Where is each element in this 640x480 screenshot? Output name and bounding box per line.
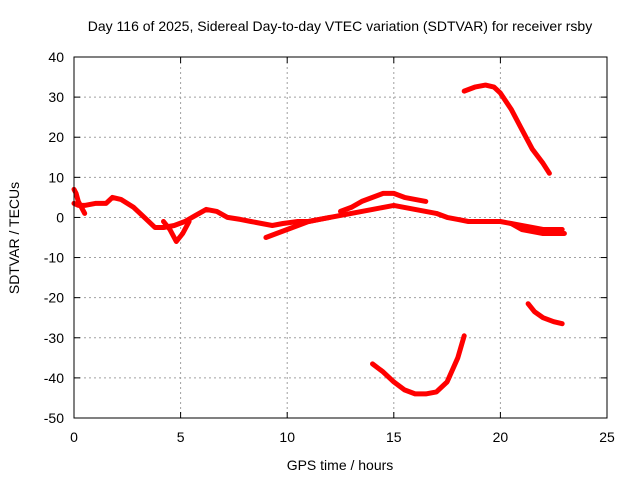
x-tick-label: 25: [599, 429, 615, 445]
y-tick-label: -40: [44, 370, 64, 386]
axis-ticks: [73, 56, 608, 419]
x-tick-label: 5: [177, 429, 185, 445]
y-tick-label: 30: [48, 89, 64, 105]
y-tick-labels: 40 30 20 10 0 -10 -20 -30 -40 -50: [44, 49, 64, 426]
series-descending-high-arc: [461, 82, 552, 176]
y-tick-label: -50: [44, 410, 64, 426]
series-upper-arc-12-5-16-5h: [338, 190, 429, 214]
series-lower-envelope-20-5-23h: [508, 221, 567, 236]
chart-title: Day 116 of 2025, Sidereal Day-to-day VTE…: [88, 18, 592, 34]
series-low-trough: [370, 333, 467, 397]
series-lower-track-9-12h: [263, 214, 333, 240]
x-tick-label: 0: [70, 429, 78, 445]
y-tick-label: 20: [48, 129, 64, 145]
y-tick-label: 10: [48, 169, 64, 185]
y-axis-label: SDTVAR / TECUs: [6, 182, 22, 294]
x-axis-label: GPS time / hours: [287, 457, 394, 473]
series-start-spike: [71, 186, 88, 216]
y-tick-label: -20: [44, 290, 64, 306]
y-tick-label: 0: [56, 209, 64, 225]
plot-frame: [73, 56, 608, 419]
series-dip-near-5h: [161, 219, 192, 244]
x-tick-label: 15: [386, 429, 402, 445]
x-tick-labels: 0 5 10 15 20 25: [70, 429, 615, 445]
x-tick-label: 20: [493, 429, 509, 445]
y-tick-label: -10: [44, 250, 64, 266]
x-tick-label: 10: [279, 429, 295, 445]
series-short-low-segment: [525, 301, 565, 327]
y-tick-label: 40: [48, 49, 64, 65]
y-tick-label: -30: [44, 330, 64, 346]
series-layer: [71, 82, 567, 397]
